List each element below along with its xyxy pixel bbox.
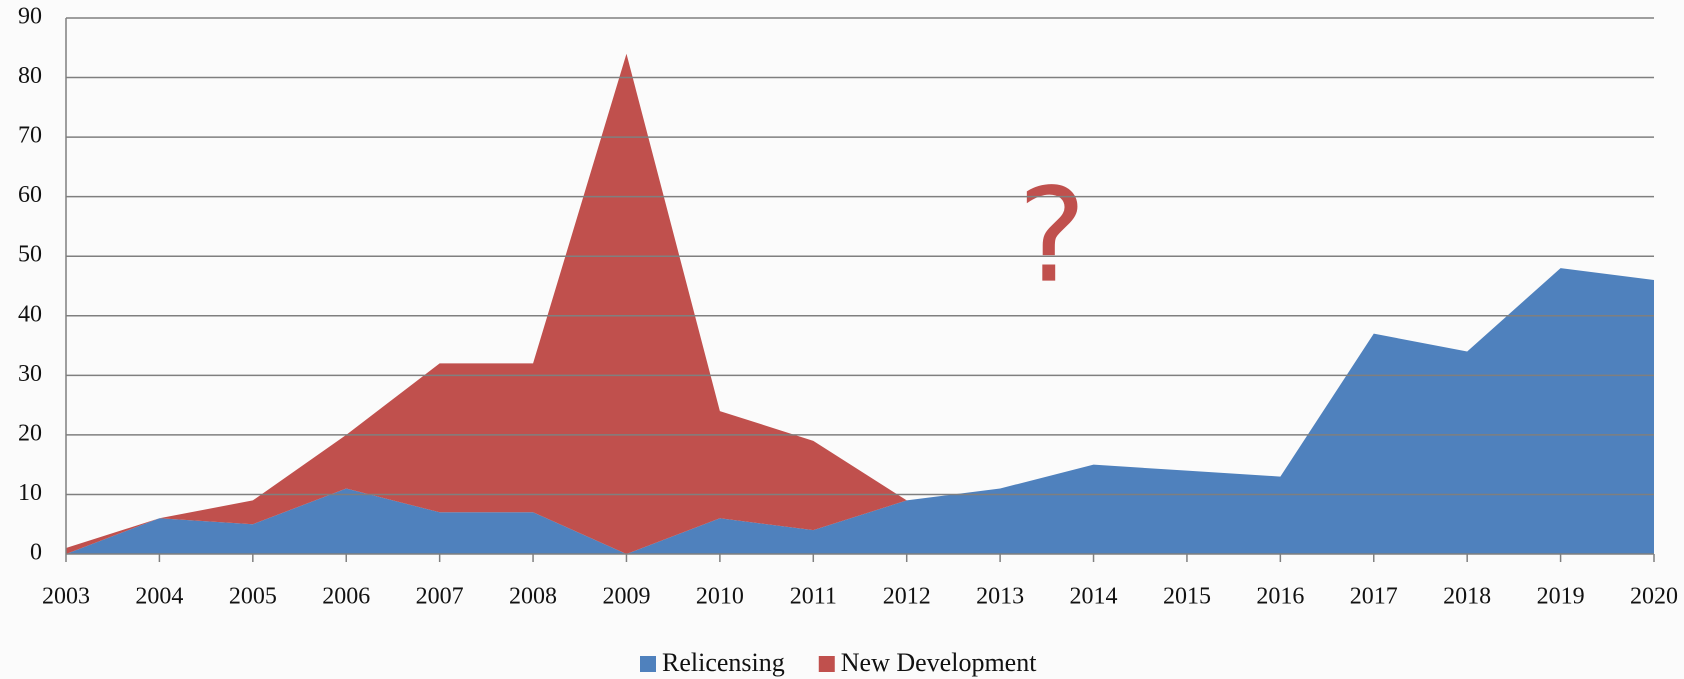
x-tick-label: 2012 <box>883 584 931 610</box>
x-tick-label: 2014 <box>1070 584 1118 610</box>
legend-swatch <box>640 656 656 672</box>
x-tick-label: 2013 <box>976 584 1024 610</box>
legend-label: Relicensing <box>662 648 785 677</box>
y-tick-label: 40 <box>18 301 42 327</box>
x-tick-label: 2018 <box>1443 584 1491 610</box>
area <box>66 53 1654 554</box>
y-tick-label: 70 <box>18 123 42 149</box>
x-tick-label: 2006 <box>322 584 370 610</box>
y-tick-label: 10 <box>18 480 42 506</box>
x-tick-label: 2005 <box>229 584 277 610</box>
x-tick-label: 2008 <box>509 584 557 610</box>
y-tick-label: 20 <box>18 420 42 446</box>
x-tick-label: 2007 <box>416 584 464 610</box>
annotation: ? <box>1018 160 1087 312</box>
x-tick-label: 2009 <box>602 584 650 610</box>
x-tick-label: 2015 <box>1163 584 1211 610</box>
area <box>66 268 1654 554</box>
y-tick-label: 80 <box>18 63 42 89</box>
x-tick-label: 2004 <box>135 584 183 610</box>
x-tick-label: 2010 <box>696 584 744 610</box>
x-tick-label: 2011 <box>790 584 837 610</box>
x-tick-label: 2017 <box>1350 584 1398 610</box>
legend-swatch <box>818 656 835 672</box>
x-tick-label: 2016 <box>1256 584 1304 610</box>
y-tick-label: 60 <box>18 182 42 208</box>
x-tick-label: 2003 <box>42 584 90 610</box>
x-tick-label: 2020 <box>1630 584 1678 610</box>
y-tick-label: 30 <box>18 361 42 387</box>
legend-label: New Development <box>841 648 1037 677</box>
x-tick-label: 2019 <box>1537 584 1585 610</box>
y-tick-label: 0 <box>30 540 42 566</box>
y-tick-label: 50 <box>18 242 42 268</box>
y-tick-label: 90 <box>18 4 42 30</box>
